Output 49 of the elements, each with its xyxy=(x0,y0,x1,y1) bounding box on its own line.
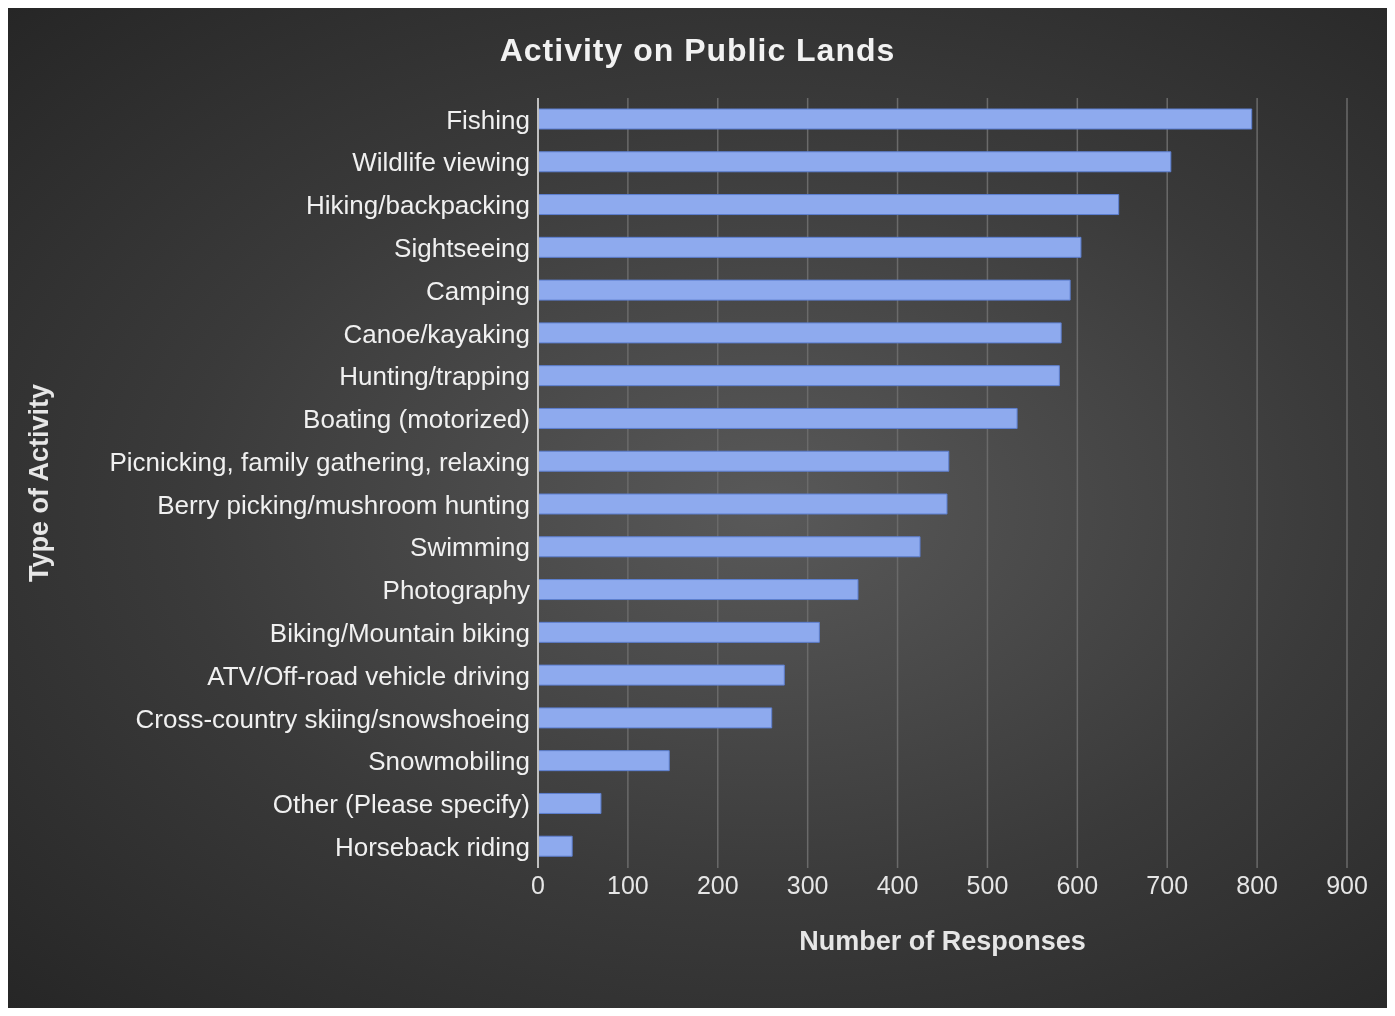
bar xyxy=(538,792,602,814)
bar xyxy=(538,750,670,772)
y-tick-label: Photography xyxy=(382,575,530,606)
x-tick-label: 500 xyxy=(966,870,1009,899)
bar xyxy=(538,322,1062,344)
bar xyxy=(538,151,1172,173)
bar xyxy=(538,621,820,643)
bar xyxy=(538,707,773,729)
y-tick-label: Hunting/trapping xyxy=(339,361,530,392)
x-tick-label: 300 xyxy=(786,870,829,899)
y-tick-label: Cross-country skiing/snowshoeing xyxy=(135,703,530,734)
y-tick-label: Picnicking, family gathering, relaxing xyxy=(109,446,530,477)
y-tick-label: Snowmobiling xyxy=(368,746,530,777)
x-tick-label: 400 xyxy=(876,870,919,899)
x-tick-label: 100 xyxy=(607,870,649,899)
y-tick-label: Boating (motorized) xyxy=(303,404,530,435)
chart-title: Activity on Public Lands xyxy=(498,32,897,69)
x-tick-label: 800 xyxy=(1236,870,1278,899)
y-tick-label: Fishing xyxy=(446,104,530,135)
y-tick-label: Camping xyxy=(425,275,530,306)
x-tick-label: 0 xyxy=(531,870,545,899)
y-tick-label: ATV/Off-road vehicle driving xyxy=(207,660,530,691)
x-tick-label: 200 xyxy=(696,870,739,899)
bar xyxy=(538,279,1071,301)
x-axis-title: Number of Responses xyxy=(799,926,1086,956)
bar xyxy=(538,450,950,472)
y-tick-label: Other (Please specify) xyxy=(272,789,530,820)
bar xyxy=(538,493,948,515)
x-tick-label: 600 xyxy=(1056,870,1099,899)
bar xyxy=(538,664,785,686)
bar xyxy=(538,108,1253,130)
bar xyxy=(538,835,573,857)
y-tick-label: Berry picking/mushroom hunting xyxy=(157,489,530,520)
bar xyxy=(538,236,1082,258)
bar xyxy=(538,365,1060,387)
y-axis-title: Type of Activity xyxy=(23,383,54,583)
y-tick-label: Biking/Mountain biking xyxy=(269,617,530,648)
y-tick-label: Swimming xyxy=(410,532,530,563)
y-tick-label: Sightseeing xyxy=(394,232,530,263)
x-tick-label: 700 xyxy=(1146,870,1189,899)
y-tick-label: Hiking/backpacking xyxy=(305,190,530,221)
x-tick-label: 900 xyxy=(1326,870,1368,899)
y-tick-label: Horseback riding xyxy=(334,831,530,862)
bar xyxy=(538,536,921,558)
bar xyxy=(538,194,1120,216)
y-tick-label: Wildlife viewing xyxy=(352,147,530,178)
bar xyxy=(538,407,1018,429)
y-tick-label: Canoe/kayaking xyxy=(343,318,530,349)
bar xyxy=(538,579,859,601)
